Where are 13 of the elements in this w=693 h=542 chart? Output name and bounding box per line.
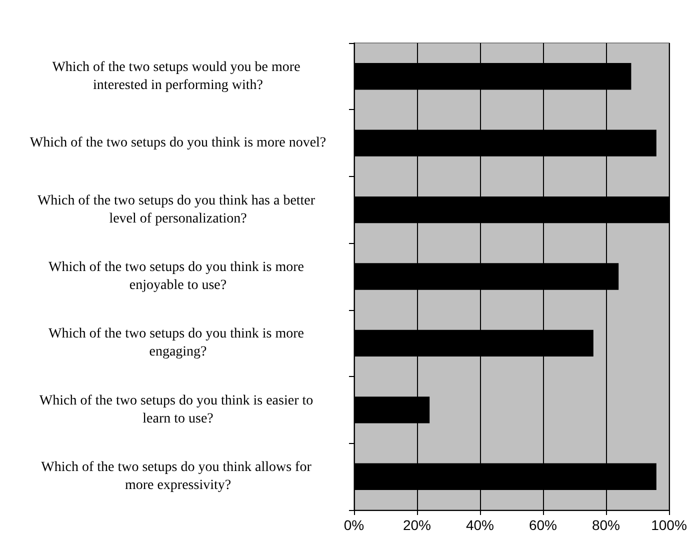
x-tick-label: 60%: [528, 517, 558, 533]
y-tick-label: Which of the two setups do you think is easier to learn to use?: [39, 393, 317, 426]
x-tick-label: 40%: [466, 517, 494, 533]
y-tick-label: Which of the two setups do you think is more novel?: [30, 136, 326, 151]
x-tick-label: 80%: [592, 517, 620, 533]
x-tick-label: 0%: [344, 517, 364, 533]
x-tick-label: 100%: [651, 517, 687, 533]
y-tick-label: Which of the two setups do you think has a better level of personalization?: [37, 193, 319, 226]
y-tick-label: Which of the two setups do you think is more enjoyable to use?: [48, 260, 308, 293]
y-tick-label: Which of the two setups do you think is more engaging?: [48, 326, 308, 360]
y-tick-label: Which of the two setups do you think allows for more expressivity?: [41, 460, 315, 494]
y-tick-label: Which of the two setups would you be more interested in performing with?: [52, 60, 304, 93]
x-tick-label: 20%: [402, 517, 432, 533]
